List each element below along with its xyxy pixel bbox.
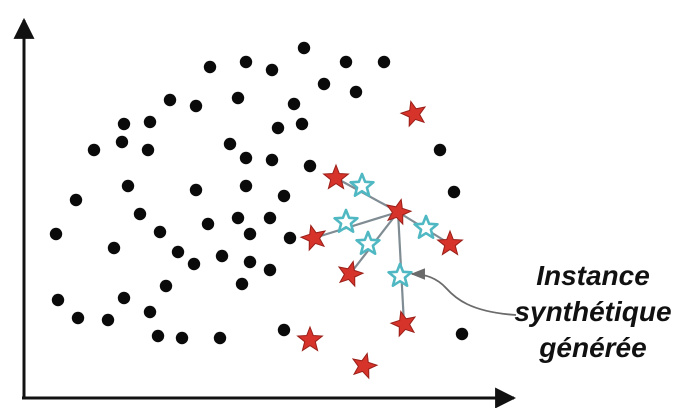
majority-point [171,245,185,259]
synthetic-star [355,230,381,255]
majority-point [189,99,203,113]
majority-point [69,193,83,207]
neighbor-links [313,177,451,325]
majority-point [151,329,165,343]
annotation-pointer [410,268,517,316]
majority-point [203,60,217,74]
majority-point [377,55,391,69]
majority-point [163,93,177,107]
majority-point [143,115,157,129]
majority-point [277,189,291,203]
synthetic-star [413,214,439,239]
majority-point [117,117,131,131]
majority-point [283,231,297,245]
majority-point [339,55,353,69]
majority-point [263,263,277,277]
majority-point [117,291,131,305]
synthetic-instance-label: Instance synthétique générée [508,258,678,366]
majority-point [243,227,257,241]
majority-point [231,91,245,105]
majority-point [115,135,129,149]
minority-star [351,352,379,380]
majority-point [297,41,311,55]
annotation-line-2: synthétique [514,296,672,327]
majority-point [51,293,65,307]
majority-point [71,311,85,325]
synthetic-star [349,172,375,197]
majority-point [239,179,253,193]
majority-point [107,241,121,255]
majority-point [223,137,237,151]
minority-star [399,100,427,128]
majority-point [49,227,63,241]
annotation-line-3: générée [539,332,647,363]
majority-point [121,179,135,193]
majority-point [455,327,469,341]
majority-point [87,143,101,157]
minority-star [385,198,413,226]
majority-point [159,279,173,293]
majority-point [243,255,257,269]
majority-point [271,121,285,135]
minority-star [389,310,417,338]
majority-point [201,217,215,231]
majority-point [215,249,229,263]
majority-point [239,55,253,69]
majority-point [153,225,167,239]
majority-point [133,207,147,221]
majority-point [303,159,317,173]
majority-point [189,183,203,197]
majority-point [277,323,291,337]
synthetic-star [387,262,413,288]
majority-point [447,185,461,199]
minority-star [322,163,350,190]
minority-star [299,224,327,252]
majority-point [101,313,115,327]
majority-point [263,211,277,225]
majority-point [187,257,201,271]
majority-point [349,85,363,99]
synthetic-stars [333,172,439,288]
majority-point [235,277,249,291]
minority-stars [296,100,464,380]
majority-point [265,63,279,77]
majority-point [287,97,301,111]
majority-point [239,151,253,165]
minority-star [436,229,464,256]
majority-point [295,117,309,131]
neighbor-link [313,210,399,240]
majority-point [213,331,227,345]
synthetic-star [333,208,359,233]
majority-point [317,77,331,91]
majority-point [231,211,245,225]
majority-point [433,143,447,157]
minority-star [337,260,365,288]
minority-star [296,325,324,352]
majority-point [175,331,189,345]
majority-point [141,143,155,157]
majority-points [49,41,469,345]
annotation-line-1: Instance [536,260,650,291]
majority-point [265,153,279,167]
majority-point [143,305,157,319]
